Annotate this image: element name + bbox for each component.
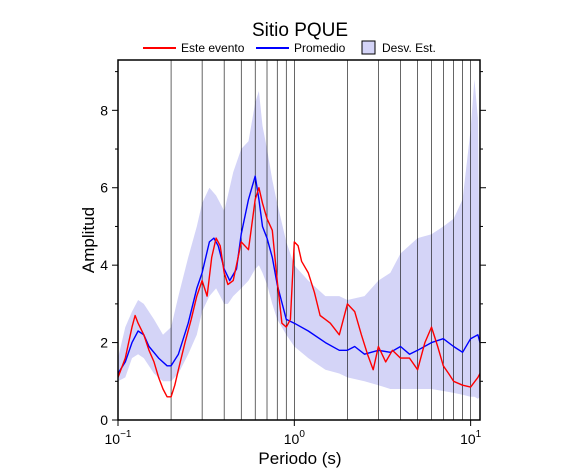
- series-line-este-evento: [118, 186, 480, 398]
- legend: Este evento Promedio Desv. Est.: [143, 40, 436, 55]
- y-tick-label: 8: [100, 102, 108, 118]
- y-axis-label: Amplitud: [79, 207, 98, 273]
- y-tick-label: 6: [100, 180, 108, 196]
- x-tick-label: 100: [284, 429, 306, 447]
- series-layer: [118, 175, 480, 398]
- y-tick-labels: 0 2 4 6 8: [100, 102, 108, 428]
- y-tick-label: 2: [100, 335, 108, 351]
- x-tick-label: 10−1: [105, 429, 132, 447]
- y-tick-label: 4: [100, 257, 108, 273]
- std-dev-band: [118, 79, 480, 399]
- band-layer: [118, 79, 480, 399]
- x-tick-label: 101: [460, 429, 482, 447]
- legend-label: Promedio: [294, 41, 346, 55]
- y-tick-label: 0: [100, 412, 108, 428]
- legend-label: Este evento: [181, 41, 245, 55]
- x-tick-labels: 10−1 100 101: [105, 429, 482, 447]
- series-line-promedio: [118, 175, 480, 374]
- grid-layer: [117, 60, 471, 420]
- chart-title: Sitio PQUE: [252, 20, 348, 41]
- legend-swatch: [361, 40, 376, 55]
- frame-layer: [112, 59, 486, 426]
- x-axis-label: Periodo (s): [258, 449, 341, 468]
- plot-frame: [117, 59, 481, 421]
- legend-label: Desv. Est.: [382, 41, 436, 55]
